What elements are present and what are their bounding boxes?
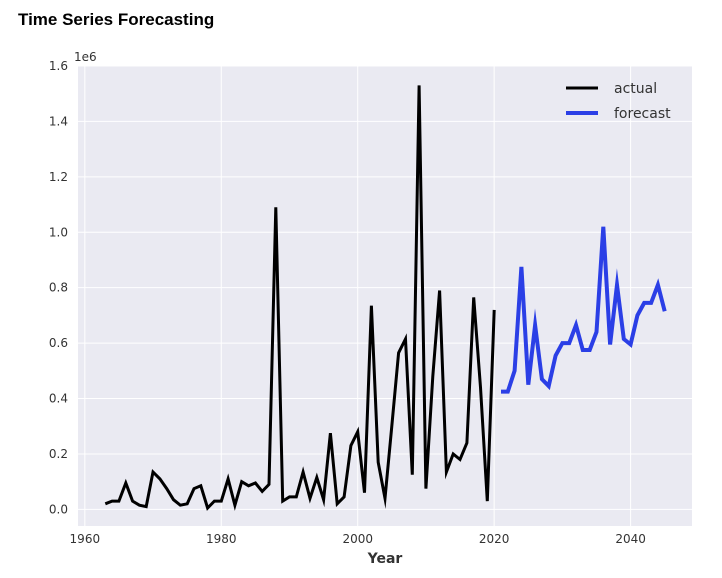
legend: actual forecast [566,81,671,122]
y-tick-label: 1.0 [49,225,68,239]
y-tick-label: 1.6 [49,59,68,73]
series-lines [104,85,667,511]
y-axis-ticks: 0.0 0.2 0.4 0.6 0.8 1.0 1.2 1.4 1.6 [49,59,68,516]
x-tick-label: 2000 [342,532,373,546]
y-tick-label: 0.8 [49,281,68,295]
series-line-actual [104,85,496,511]
x-axis-label: Year [367,551,403,567]
x-tick-label: 1980 [206,532,237,546]
y-tick-label: 0.6 [49,336,68,350]
x-axis-ticks: 1960 1980 2000 2020 2040 [70,532,646,546]
x-tick-label: 1960 [70,532,101,546]
grid-lines [78,65,692,526]
legend-label-forecast: forecast [614,106,671,122]
y-tick-label: 0.2 [49,447,68,461]
page-title: Time Series Forecasting [18,10,215,29]
series-line-forecast [501,226,667,394]
legend-label-actual: actual [614,81,657,97]
x-tick-label: 2020 [479,532,510,546]
y-tick-label: 1.2 [49,170,68,184]
y-tick-label: 1.4 [49,114,68,128]
x-tick-label: 2040 [615,532,646,546]
y-axis-multiplier: 1e6 [74,50,97,64]
y-tick-label: 0.4 [49,392,68,406]
y-tick-label: 0.0 [49,502,68,516]
plot-area [78,66,692,526]
